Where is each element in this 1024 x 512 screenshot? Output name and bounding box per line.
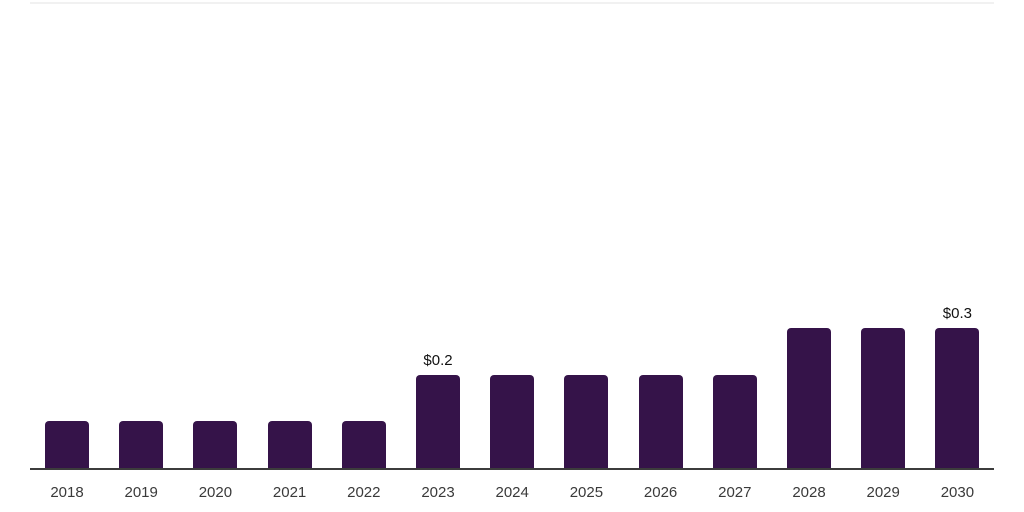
bar-2018 <box>45 421 89 468</box>
x-tick-2020: 2020 <box>198 484 233 501</box>
x-tick-2025: 2025 <box>569 484 604 501</box>
bars-container: $0.2 $0.3 <box>30 2 994 468</box>
bar-2027 <box>712 374 757 468</box>
data-label-2023: $0.2 <box>423 351 453 369</box>
x-tick-2018: 2018 <box>50 484 84 501</box>
bar-2024 <box>490 374 535 468</box>
data-label-2030: $0.3 <box>942 305 972 323</box>
bar-2022 <box>341 421 386 468</box>
plot-top-border <box>30 2 994 4</box>
bar-2019 <box>119 421 164 468</box>
bar-2028 <box>787 328 831 468</box>
bar-2023 <box>416 374 460 468</box>
x-tick-2028: 2028 <box>792 484 826 501</box>
x-tick-2029: 2029 <box>866 484 900 501</box>
plot-area: $0.2 $0.3 <box>30 2 994 470</box>
x-tick-2019: 2019 <box>124 484 158 501</box>
bar-2026 <box>638 374 683 468</box>
bar-2020 <box>193 421 238 468</box>
bar-2025 <box>564 374 609 468</box>
x-tick-2026: 2026 <box>643 484 678 501</box>
x-tick-2023: 2023 <box>421 484 455 501</box>
bar-2029 <box>861 328 906 468</box>
x-axis-tick-labels: 2018 2019 2020 2021 2022 2023 2024 2025 2026 2027… <box>30 484 994 504</box>
x-tick-2027: 2027 <box>718 484 752 501</box>
bar-2021 <box>267 421 312 468</box>
x-tick-2022: 2022 <box>347 484 381 501</box>
x-tick-2024: 2024 <box>495 484 529 501</box>
x-tick-2021: 2021 <box>272 484 307 501</box>
x-axis-line <box>30 468 994 470</box>
x-tick-2030: 2030 <box>940 484 975 501</box>
bar-2030 <box>935 328 980 468</box>
